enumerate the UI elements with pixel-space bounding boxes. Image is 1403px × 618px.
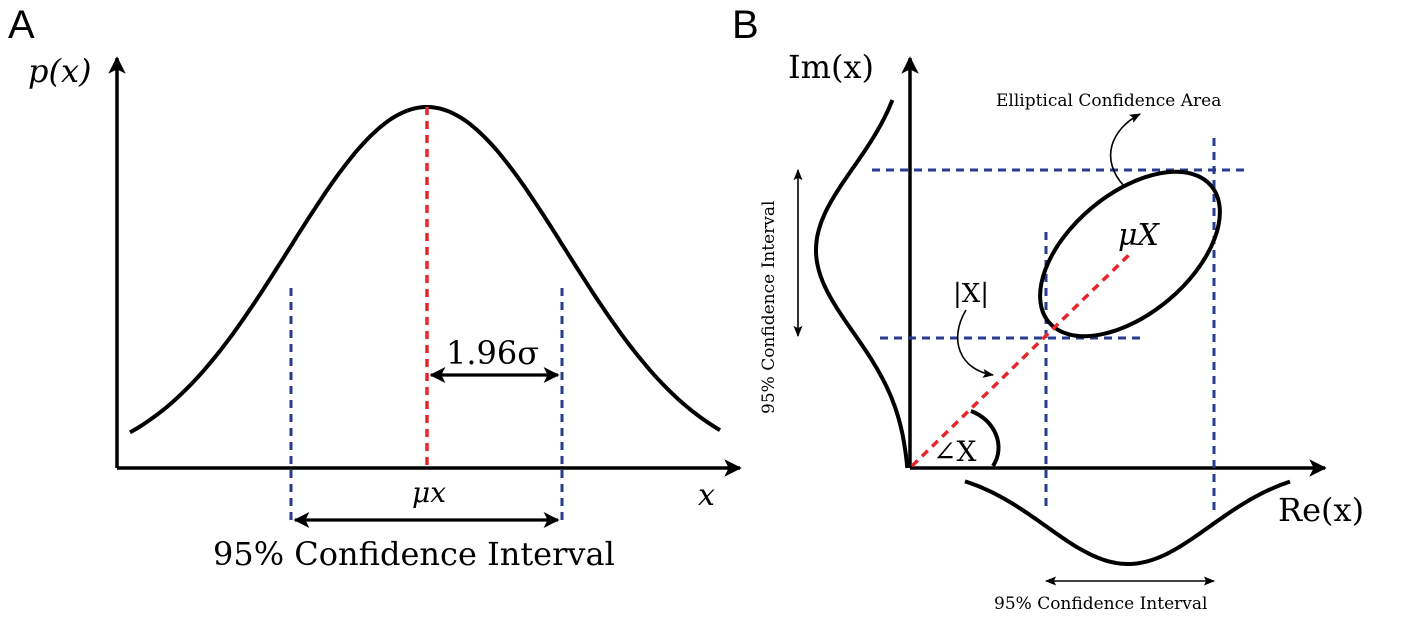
y-axis-label: p(x) xyxy=(28,52,92,90)
mean-label: μX xyxy=(1118,218,1160,253)
sigma-label: 1.96σ xyxy=(446,334,539,372)
real-axis-label: Re(x) xyxy=(1278,491,1364,529)
vertical-interval-label: 95% Confidence Interval xyxy=(759,201,779,414)
angle-arc xyxy=(970,409,1001,468)
x-axis-label: x xyxy=(698,478,715,513)
magnitude-pointer xyxy=(956,309,995,378)
panel-a-letter: A xyxy=(8,3,35,47)
angle-label: ∠X xyxy=(933,435,976,468)
ellipse-pointer xyxy=(1109,113,1141,187)
magnitude-line xyxy=(910,250,1134,468)
gaussian-curve xyxy=(129,105,722,435)
imaginary-marginal-curve xyxy=(814,99,910,469)
confidence-ellipse xyxy=(1038,169,1222,339)
panel-b: B Im(x) Re(x) ∠X μX |X| Elliptical Confi… xyxy=(732,3,1364,614)
ellipse-label: Elliptical Confidence Area xyxy=(996,91,1221,111)
panel-a: A p(x) x μx 1.96σ 95% Confidence Interva… xyxy=(8,3,742,573)
interval-label: 95% Confidence Interval xyxy=(213,535,615,573)
mean-label: μx xyxy=(412,476,446,509)
panel-b-letter: B xyxy=(732,3,759,47)
imaginary-axis-label: Im(x) xyxy=(788,48,874,86)
horizontal-interval-label: 95% Confidence Interval xyxy=(994,594,1207,614)
real-marginal-curve xyxy=(964,479,1291,566)
magnitude-label: |X| xyxy=(953,279,989,309)
